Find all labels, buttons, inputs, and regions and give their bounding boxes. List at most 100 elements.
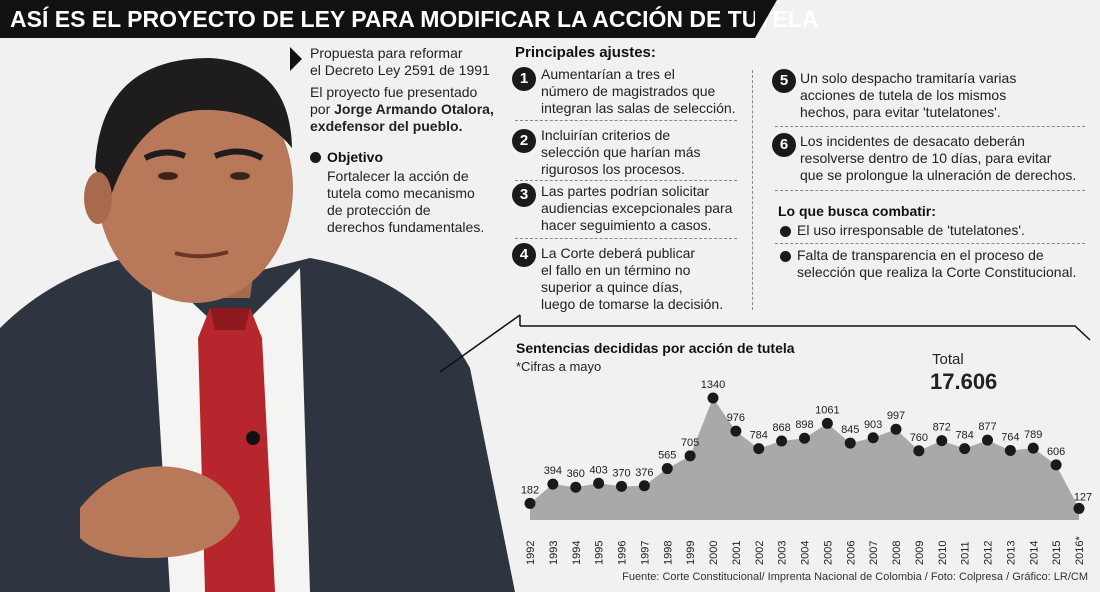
chart-subtitle: *Cifras a mayo [516,359,602,374]
data-point [821,417,833,429]
data-label: 868 [772,422,790,434]
data-point [1073,502,1085,514]
source-credit: Fuente: Corte Constitucional/ Imprenta N… [622,571,1088,583]
intro-line-4-prefix: por [310,101,335,117]
x-tick-label: 2004 [800,541,812,565]
data-point [890,423,902,435]
data-point [684,450,696,462]
x-tick-label: 1997 [639,541,651,565]
adjustment-4-line-2: el fallo en un término no [541,262,691,278]
data-point [913,445,925,457]
data-label: 127 [1074,491,1092,503]
x-tick-label: 2003 [777,541,789,565]
data-label: 606 [1047,446,1065,458]
adjustment-3-line-3: hacer seguimiento a casos. [541,217,712,233]
data-point [799,432,810,444]
adjustment-number-1: 1 [512,67,536,91]
data-label: 997 [887,410,905,422]
adjustment-6-line-3: que se prolongue la ulneración de derech… [800,167,1077,183]
data-label: 376 [635,467,653,479]
data-label: 877 [978,421,996,433]
adjustment-6-line-1: Los incidentes de desacato deberán [800,133,1025,149]
divider [515,180,737,181]
x-tick-label: 1992 [525,541,537,565]
total-value: 17.606 [930,369,998,394]
intro-line-1: Propuesta para reformar [310,45,463,61]
combat-item-2-line-2: selección que realiza la Corte Constituc… [797,264,1077,280]
chart-panel-border [520,325,1091,341]
adjustments-heading: Principales ajustes: [515,44,656,61]
x-tick-label: 1993 [548,541,560,565]
data-point [547,478,559,490]
x-tick-label: 2007 [868,541,880,565]
data-label: 705 [681,437,699,449]
data-point [707,392,719,404]
adjustment-number-3: 3 [512,183,536,207]
chart-title: Sentencias decididas por acción de tutel… [516,340,795,356]
data-point [1004,444,1016,456]
data-label: 1061 [815,404,839,416]
x-tick-label: 2006 [845,541,857,565]
data-label: 760 [910,432,928,444]
data-label: 565 [658,450,676,462]
adjustment-2-line-3: rigurosos los procesos. [541,161,685,177]
x-tick-label: 1994 [571,541,583,565]
adjustment-4-line-1: La Corte deberá publicar [541,245,696,261]
data-point [867,432,879,444]
data-point [1050,459,1062,471]
intro-line-5: exdefensor del pueblo. [310,118,463,134]
divider [775,190,1085,191]
data-point [524,497,536,509]
page-title: ASÍ ES EL PROYECTO DE LEY PARA MODIFICAR… [0,0,818,38]
objective-line-4: derechos fundamentales. [327,219,485,235]
data-label: 360 [567,468,585,480]
objective-heading: Objetivo [327,149,384,165]
data-label: 1340 [701,379,725,391]
data-label: 784 [750,430,768,442]
data-point [570,481,582,493]
divider [775,243,1085,244]
data-label: 898 [795,419,813,431]
x-tick-label: 2009 [914,541,926,565]
adjustment-number-6: 6 [772,133,796,157]
x-tick-label: 2010 [937,541,949,565]
objective-line-1: Fortalecer la acción de [327,168,469,184]
x-tick-label: 1995 [594,541,606,565]
intro-pointer [290,47,302,71]
x-tick-label: 2001 [731,541,743,565]
data-label: 394 [544,465,562,477]
data-point [730,425,742,437]
intro-line-3: El proyecto fue presentado [310,84,478,100]
author-name: Jorge Armando Otalora, [334,101,494,117]
divider [515,238,737,239]
x-tick-label: 2002 [754,541,766,565]
adjustment-1-line-2: número de magistrados que [541,83,716,99]
x-tick-label: 1996 [617,541,629,565]
adjustment-5-line-3: hechos, para evitar 'tutelatones'. [800,104,1001,120]
combat-bullet-icon [780,251,791,262]
objective-line-2: tutela como mecanismo [327,185,475,201]
x-tick-label: 2014 [1028,541,1040,565]
x-tick-label: 2005 [822,541,834,565]
x-tick-label: 2016* [1074,536,1086,565]
adjustment-5-line-2: acciones de tutela de los mismos [800,87,1007,103]
data-point [1027,442,1039,454]
adjustment-number-5: 5 [772,69,796,93]
data-point [661,463,673,475]
x-tick-label: 2015 [1051,541,1063,565]
data-label: 370 [612,467,630,479]
divider [775,126,1085,127]
adjustment-3-line-1: Las partes podrían solicitar [541,183,710,199]
adjustment-4-line-4: luego de tomarse la decisión. [541,296,724,312]
objective-line-3: de protección de [327,202,431,218]
x-tick-label: 2000 [708,541,720,565]
data-point [638,480,650,492]
adjustment-2-line-2: selección que harían más [541,144,701,160]
x-tick-label: 2013 [1005,541,1017,565]
data-point [959,443,971,455]
data-point [593,477,605,489]
data-label: 764 [1001,431,1019,443]
column-divider [752,70,753,310]
title-bar-tip [755,0,777,38]
